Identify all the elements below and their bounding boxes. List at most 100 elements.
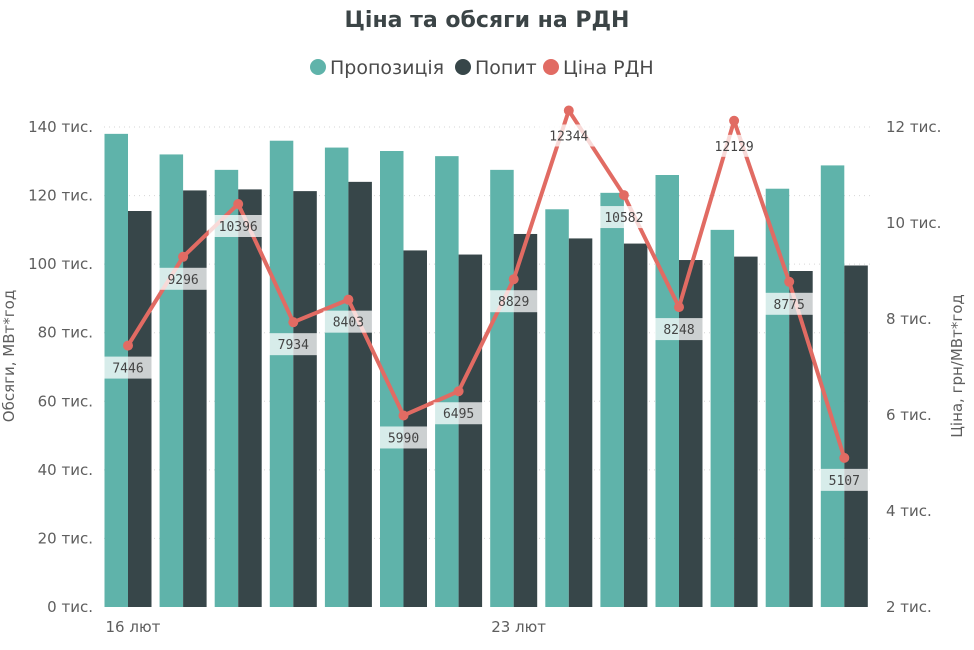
price-data-label: 5107 <box>829 474 860 489</box>
price-point <box>674 302 684 313</box>
price-data-label: 8248 <box>663 323 694 338</box>
y-right-tick-label: 6 тис. <box>886 406 932 424</box>
chart-title: Ціна та обсяги на РДН <box>345 8 630 33</box>
price-data-label: 10396 <box>219 220 258 235</box>
price-data-label-bg <box>539 124 599 147</box>
bar-supply <box>324 147 349 608</box>
price-data-label: 8829 <box>498 295 529 310</box>
bars <box>104 133 868 608</box>
price-data-label-bg <box>764 292 815 315</box>
price-data-label-bg <box>103 356 153 379</box>
bar-supply <box>214 169 239 607</box>
legend-item-price[interactable]: Ціна РДН <box>543 57 654 79</box>
y-right-tick-label: 8 тис. <box>886 310 932 328</box>
legend-label-price: Ціна РДН <box>563 57 654 79</box>
y-right-tick-label: 10 тис. <box>886 214 941 232</box>
bar-supply <box>380 151 404 607</box>
price-data-label-bg <box>654 318 704 341</box>
bar-supply <box>655 175 679 607</box>
price-point <box>233 198 244 209</box>
bar-supply <box>820 165 845 607</box>
y-left-tick-label: 140 тис. <box>28 118 93 136</box>
price-data-label-bg <box>819 468 870 491</box>
bar-supply <box>710 229 735 607</box>
price-data-label: 7934 <box>278 338 309 353</box>
price-data-label: 7446 <box>112 362 143 377</box>
price-data-label-bg <box>208 214 268 237</box>
y-left-tick-label: 40 тис. <box>38 461 93 479</box>
legend-marker-supply <box>310 59 326 75</box>
x-tick-label: 16 лют <box>106 618 161 636</box>
x-tick-label: 23 лют <box>491 618 546 636</box>
bar-demand <box>513 233 538 607</box>
price-data-label-bg <box>268 333 319 356</box>
y-left-tick-label: 0 тис. <box>47 598 93 616</box>
bar-demand <box>734 256 758 607</box>
price-data-label-bg <box>323 310 374 333</box>
bar-supply <box>435 156 459 607</box>
price-data-label: 8775 <box>774 298 805 313</box>
price-data-label-bg <box>594 206 654 229</box>
y-left-tick-label: 60 тис. <box>38 392 93 410</box>
y-left-tick-label: 120 тис. <box>28 187 93 205</box>
price-data-label: 6495 <box>443 407 474 422</box>
legend-item-demand[interactable]: Попит <box>455 57 537 79</box>
y-left-tick-label: 20 тис. <box>38 529 93 547</box>
y-left-tick-label: 100 тис. <box>28 255 93 273</box>
y-axis-left-title: Обсяги, МВт*год <box>0 290 18 422</box>
price-data-label-bg <box>488 290 539 313</box>
bar-supply <box>269 140 294 607</box>
bar-demand <box>183 190 207 607</box>
price-point <box>398 410 409 421</box>
price-point <box>618 190 629 201</box>
y-axis-right-title: Ціна, грн/МВт*год <box>948 294 966 438</box>
legend-item-supply[interactable]: Пропозиція <box>310 57 444 79</box>
y-left-tick-label: 80 тис. <box>38 324 93 342</box>
price-point <box>123 340 133 351</box>
bar-demand <box>568 238 593 607</box>
bar-demand <box>458 254 483 608</box>
price-data-label: 12129 <box>715 140 754 155</box>
price-data-label: 5990 <box>388 431 419 446</box>
x-axis-ticks: 16 лют 23 лют <box>106 618 547 636</box>
y-right-tick-label: 2 тис. <box>886 598 932 616</box>
price-point <box>563 105 574 116</box>
y-axis-right-ticks: 2 тис. 4 тис. 6 тис. 8 тис. 10 тис. 12 тис. <box>886 118 941 616</box>
price-point <box>508 274 519 285</box>
legend-label-supply: Пропозиція <box>330 57 444 79</box>
price-point <box>178 251 189 262</box>
price-data-label: 12344 <box>549 129 588 144</box>
price-point <box>729 115 740 126</box>
bar-supply <box>600 192 624 608</box>
bar-demand <box>789 271 813 607</box>
bar-supply <box>159 154 184 607</box>
y-axis-left-ticks: 0 тис. 20 тис. 40 тис. 60 тис. 80 тис. 100 ти… <box>28 118 93 616</box>
legend-marker-price <box>543 59 559 75</box>
price-point <box>453 386 464 397</box>
price-data-label-bg <box>158 267 209 290</box>
price-data-label: 10582 <box>604 211 643 226</box>
price-data-label: 8403 <box>333 316 364 331</box>
price-point <box>343 294 354 305</box>
price-data-label-bg <box>704 134 764 157</box>
bar-demand <box>128 211 152 607</box>
y-right-tick-label: 4 тис. <box>886 502 932 520</box>
price-point <box>839 452 850 463</box>
bar-demand <box>293 191 317 607</box>
price-data-label: 9296 <box>167 273 198 288</box>
price-line: 7446 9296 10396 7934 8403 5990 6495 8829 12344 10… <box>103 105 870 491</box>
bar-demand <box>623 243 648 608</box>
bar-demand <box>844 265 868 607</box>
bar-demand <box>238 189 262 607</box>
legend-marker-demand <box>455 59 471 75</box>
price-data-label-bg <box>378 426 429 449</box>
price-data-label-bg <box>433 402 484 425</box>
bar-supply <box>490 169 514 607</box>
price-point <box>784 276 795 287</box>
legend-label-demand: Попит <box>475 57 537 79</box>
legend: Пропозиція Попит Ціна РДН <box>310 57 654 79</box>
price-point <box>288 317 299 328</box>
bar-demand <box>348 181 372 607</box>
bar-supply <box>545 209 569 608</box>
